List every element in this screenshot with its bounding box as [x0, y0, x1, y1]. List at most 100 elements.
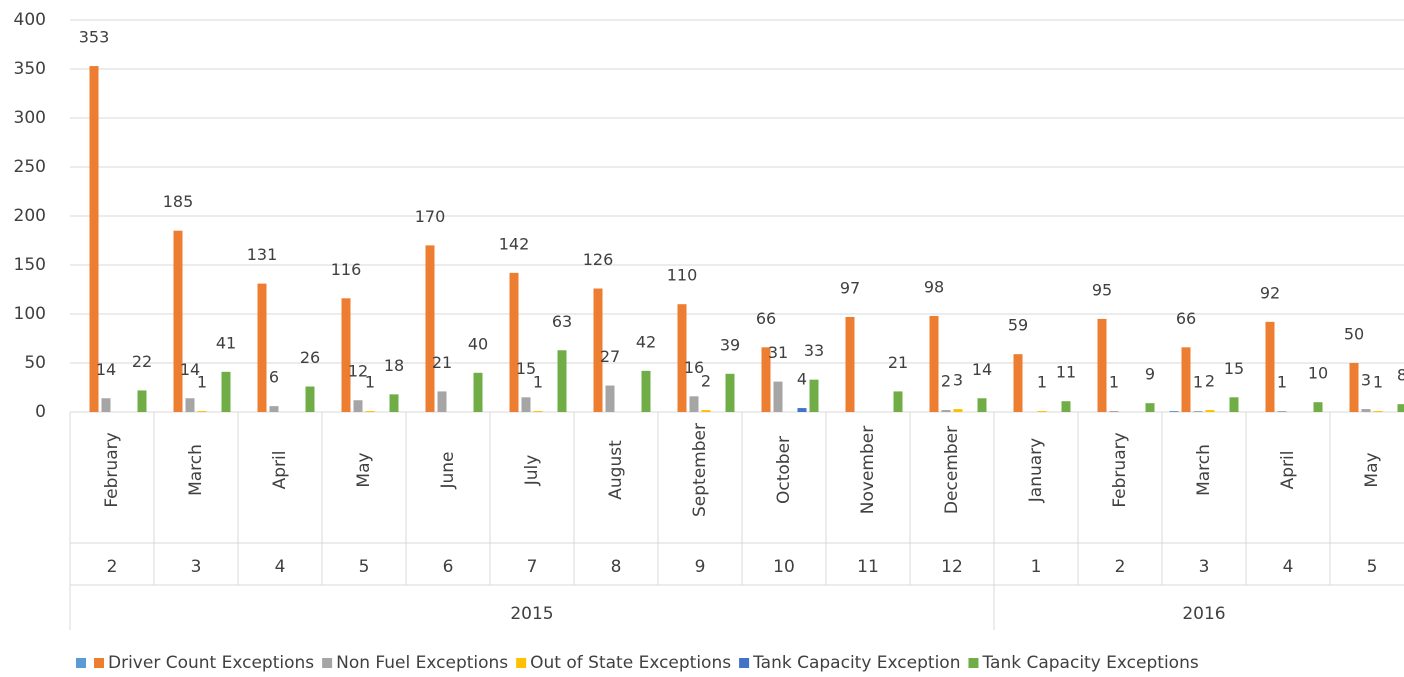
x-tick-label: October: [774, 436, 794, 504]
bar: [269, 406, 279, 412]
bar: [221, 371, 231, 412]
x-tick-label: December: [942, 426, 962, 514]
bar: [1037, 411, 1047, 412]
category-number: 2: [107, 557, 118, 577]
data-label: 353: [79, 28, 110, 47]
data-label: 14: [96, 360, 116, 379]
data-label: 1: [1277, 373, 1287, 392]
y-tick-label: 100: [14, 304, 46, 324]
legend-label: Driver Count Exceptions: [108, 653, 314, 673]
y-tick-label: 50: [24, 353, 46, 373]
bar: [689, 396, 699, 412]
category-number: 4: [275, 557, 286, 577]
bar: [1229, 397, 1239, 412]
data-label: 59: [1008, 316, 1028, 335]
bar: [1061, 401, 1071, 412]
bar: [1145, 403, 1155, 412]
category-number: 2: [1115, 557, 1126, 577]
data-label: 27: [600, 347, 620, 366]
data-label: 2: [941, 372, 951, 391]
x-tick-label: April: [1278, 451, 1298, 490]
category-number: 8: [611, 557, 622, 577]
bar: [1205, 410, 1215, 412]
data-label: 18: [384, 356, 404, 375]
bar: [605, 385, 615, 412]
data-label: 26: [300, 348, 320, 367]
bar: [1109, 411, 1119, 412]
data-label: 14: [972, 360, 992, 379]
category-number: 12: [941, 557, 963, 577]
bar: [137, 390, 147, 412]
bar: [1013, 354, 1023, 412]
data-label: 185: [163, 192, 194, 211]
category-number: 10: [773, 557, 795, 577]
data-label: 31: [768, 343, 788, 362]
bar: [473, 372, 483, 412]
data-label: 63: [552, 312, 572, 331]
y-tick-label: 300: [14, 108, 46, 128]
bar: [425, 245, 435, 412]
data-label: 131: [247, 245, 278, 264]
data-label: 3: [953, 371, 963, 390]
y-tick-label: 400: [14, 10, 46, 30]
x-tick-label: March: [1194, 444, 1214, 496]
data-label: 66: [756, 309, 776, 328]
data-label: 14: [180, 360, 200, 379]
bar: [185, 398, 195, 412]
x-tick-label: February: [1110, 432, 1130, 507]
bar: [701, 410, 711, 412]
data-label: 1: [1193, 373, 1203, 392]
data-label: 12: [348, 362, 368, 381]
data-label: 8: [1397, 366, 1404, 385]
x-tick-label: May: [354, 452, 374, 487]
x-tick-label: June: [438, 451, 458, 489]
bar: [365, 411, 375, 412]
bar: [725, 373, 735, 412]
bar: [305, 386, 315, 412]
data-label: 10: [1308, 364, 1328, 383]
bar: [437, 391, 447, 412]
bar: [389, 394, 399, 412]
x-tick-label: September: [690, 423, 710, 517]
x-tick-label: November: [858, 426, 878, 514]
data-label: 2: [1205, 372, 1215, 391]
x-tick-label: February: [102, 432, 122, 507]
y-tick-label: 0: [35, 402, 46, 422]
bar: [173, 230, 183, 412]
category-number: 9: [695, 557, 706, 577]
bar: [773, 381, 783, 412]
data-label: 1: [197, 373, 207, 392]
legend-label: Non Fuel Exceptions: [336, 653, 508, 673]
bar: [521, 397, 531, 412]
data-label: 41: [216, 333, 236, 352]
category-number: 1: [1031, 557, 1042, 577]
bar: [845, 316, 855, 412]
y-tick-label: 150: [14, 255, 46, 275]
category-number: 6: [443, 557, 454, 577]
y-tick-label: 350: [14, 59, 46, 79]
bar: [809, 379, 819, 412]
category-number: 3: [1199, 557, 1210, 577]
data-label: 39: [720, 335, 740, 354]
bar: [797, 408, 807, 412]
legend-swatch: [94, 658, 104, 668]
category-number: 5: [359, 557, 370, 577]
bar: [977, 398, 987, 412]
data-label: 1: [1109, 373, 1119, 392]
bar: [89, 66, 99, 412]
bar: [533, 411, 543, 412]
data-label: 21: [432, 353, 452, 372]
bar: [593, 288, 603, 412]
category-number: 7: [527, 557, 538, 577]
bar: [353, 400, 363, 412]
data-label: 16: [684, 358, 704, 377]
bar: [1313, 402, 1323, 412]
bar: [197, 411, 207, 412]
data-label: 21: [888, 353, 908, 372]
data-label: 2: [701, 372, 711, 391]
data-label: 9: [1145, 365, 1155, 384]
bar: [1181, 347, 1191, 412]
legend-label: Tank Capacity Exception: [752, 653, 960, 673]
data-label: 170: [415, 207, 446, 226]
data-label: 126: [583, 250, 614, 269]
